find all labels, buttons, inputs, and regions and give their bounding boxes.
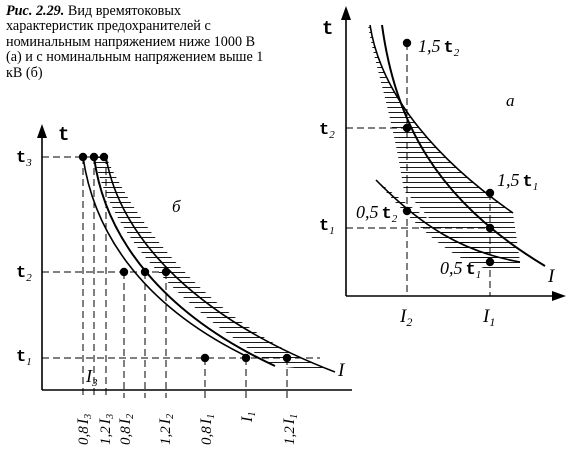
panel-a-point-t1: [485, 223, 495, 233]
panel-b-point-t2-c: [161, 267, 171, 277]
panel-b-t-axis-label: t: [58, 124, 69, 146]
panel-a-hatched-band-upper: [368, 25, 520, 262]
panel-a-hatched-band-lower: [376, 180, 520, 272]
panel-b-point-t1-a: [200, 353, 210, 363]
panel-b-point-t2-a: [119, 267, 129, 277]
panel-a-I-axis-label: I: [547, 266, 556, 287]
caption-text: Вид времятоковых характеристик предохран…: [6, 3, 264, 81]
panel-a-t1-label: t1: [319, 217, 335, 237]
panel-a-point-lower-t2: [402, 206, 412, 216]
panel-b-tick-08I2: 0,8I2: [117, 414, 136, 445]
panel-a-lower-t2-label: 0,5 t2: [356, 202, 398, 225]
panel-a-point-upper-t1: [485, 188, 495, 198]
figure-label: Рис. 2.29.: [6, 3, 65, 19]
panel-b-point-t2-b: [140, 267, 150, 277]
panel-b-left-boundary: [82, 156, 251, 359]
panel-b-tick-I1: I1: [239, 412, 258, 423]
panel-a-I-axis-arrow: [552, 291, 566, 301]
panel-a-label: а: [506, 91, 515, 110]
panel-b-point-t3-b: [89, 152, 99, 162]
panel-a-point-lower-t1: [485, 257, 495, 267]
panel-b-point-t1-c: [282, 353, 292, 363]
panel-a-main-characteristic: [381, 24, 546, 267]
panel-a-t-axis-label: t: [322, 18, 333, 40]
panel-b-tick-08I1: 0,8I1: [198, 414, 217, 445]
panel-b-t2-label: t2: [16, 264, 32, 284]
panel-b-tick-12I2: 1,2I2: [157, 414, 176, 445]
panel-b-t3-label: t3: [16, 149, 32, 169]
panel-a-t-axis-arrow: [341, 6, 351, 20]
panel-b-point-t3-c: [99, 152, 109, 162]
panel-b: t I б t3 t2 t1 I3 0,8I3 1,2I3 0,8I2 1,2I…: [16, 124, 352, 445]
panel-b-right-boundary: [105, 156, 336, 373]
panel-b-I-axis-label: I: [337, 360, 346, 381]
panel-b-t1-label: t1: [16, 348, 32, 368]
panel-a-I2-label: I2: [399, 306, 412, 329]
panel-a-I1-label: I1: [482, 306, 495, 329]
panel-b-t-axis-arrow: [37, 124, 47, 138]
panel-b-point-t1-b: [241, 353, 251, 363]
figure-caption: Рис. 2.29. Вид времятоковых характеристи…: [6, 3, 268, 81]
panel-a-lower-t1-label: 0,5 t1: [440, 258, 481, 281]
panel-a-upper-boundary: [369, 24, 514, 214]
panel-b-tick-08I3: 0,8I3: [75, 414, 94, 445]
panel-a-upper-t1-label: 1,5 t1: [497, 170, 538, 193]
panel-a: t I а t2 t1 1,5 t2 1,5 t1 0,5 t2 0,5 t1 I2 I…: [319, 6, 566, 329]
panel-b-tick-12I1: 1,2I1: [281, 414, 300, 445]
panel-a-upper-t2-label: 1,5 t2: [418, 36, 460, 59]
panel-a-lower-boundary: [375, 179, 521, 263]
panel-a-t2-label: t2: [319, 121, 335, 141]
panel-b-tick-12I3: 1,2I3: [97, 414, 116, 445]
panel-b-point-t3-a: [78, 152, 88, 162]
panel-a-point-upper-t2: [402, 38, 412, 48]
panel-a-point-t2: [402, 123, 412, 133]
panel-b-I3-inner-label: I3: [85, 366, 98, 389]
panel-b-label: б: [172, 197, 181, 216]
